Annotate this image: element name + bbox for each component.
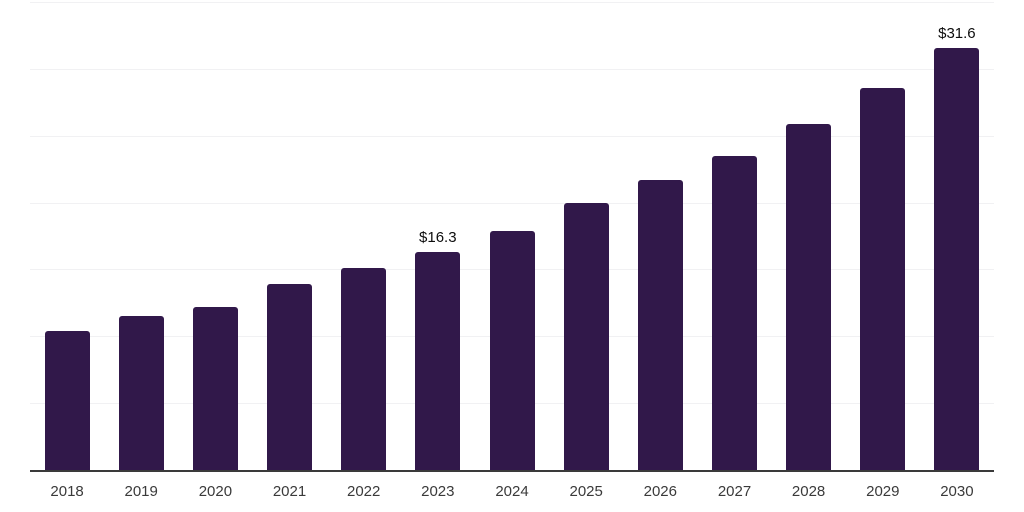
data-label-2023: $16.3	[419, 229, 457, 246]
bar-2026[interactable]	[637, 179, 683, 470]
gridline-35	[30, 2, 994, 3]
gridline-20	[30, 203, 994, 204]
bar-2029[interactable]	[860, 87, 906, 470]
bar-2023[interactable]	[415, 252, 461, 470]
bar-2030[interactable]	[934, 47, 980, 470]
x-tick-label-2021: 2021	[272, 483, 307, 500]
x-tick-label-2026: 2026	[643, 483, 677, 500]
bar-2027[interactable]	[712, 155, 757, 470]
x-tick-label-2022: 2022	[347, 483, 381, 500]
x-axis: 2018 2019 2020 2021 2022 2023 2024 2025 2026 2027…	[30, 482, 994, 504]
x-tick-label-2024: 2024	[495, 483, 529, 500]
plot-area: $16.3 $31.6	[30, 2, 994, 470]
gridline-30	[30, 69, 994, 70]
x-tick-label-2020: 2020	[198, 483, 233, 500]
bar-2028[interactable]	[786, 123, 832, 470]
bar-2025[interactable]	[563, 202, 609, 470]
bar-chart: $16.3 $31.6 2018 2019 2020 2021 2022 2023 2024 2…	[30, 0, 994, 512]
x-tick-label-2025: 2025	[569, 483, 603, 500]
x-tick-label-2030: 2030	[940, 483, 974, 500]
bar-2024[interactable]	[489, 230, 535, 470]
bar-2022[interactable]	[341, 268, 387, 470]
bar-2021[interactable]	[267, 284, 312, 470]
x-tick-label-2029: 2029	[866, 483, 900, 500]
x-tick-label-2028: 2028	[791, 483, 826, 500]
x-tick-label-2027: 2027	[717, 483, 752, 500]
bar-2020[interactable]	[192, 306, 238, 470]
x-tick-label-2023: 2023	[421, 483, 455, 500]
gridline-25	[30, 136, 994, 137]
x-tick-label-2019: 2019	[124, 483, 158, 500]
data-label-2030: $31.6	[938, 24, 976, 42]
x-axis-line	[30, 470, 994, 472]
bar-2018[interactable]	[44, 330, 90, 470]
bar-2019[interactable]	[118, 316, 164, 470]
x-tick-label-2018: 2018	[50, 483, 84, 500]
